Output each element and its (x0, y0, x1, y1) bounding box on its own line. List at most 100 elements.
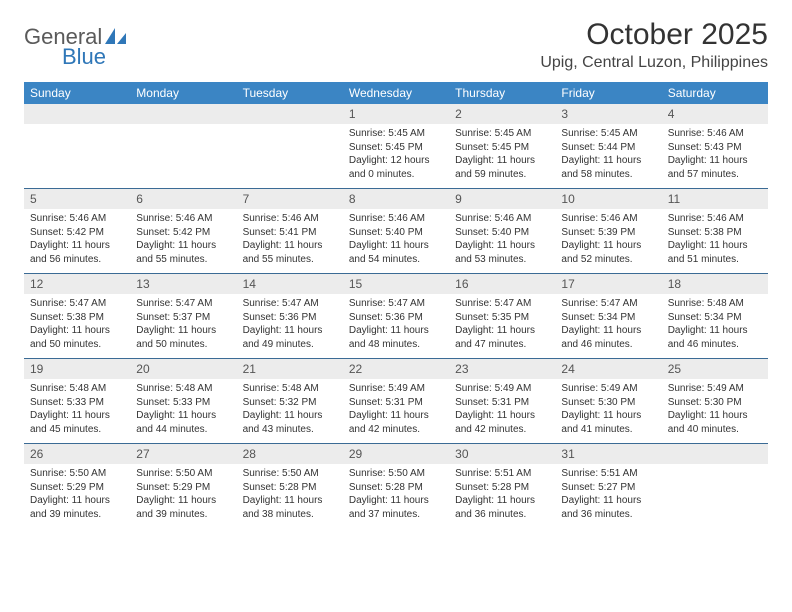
sunrise-line: Sunrise: 5:46 AM (136, 212, 230, 226)
day-details: Sunrise: 5:50 AMSunset: 5:29 PMDaylight:… (24, 464, 130, 525)
day-cell: 2Sunrise: 5:45 AMSunset: 5:45 PMDaylight… (449, 104, 555, 188)
day-number: 21 (237, 359, 343, 379)
week-row: 1Sunrise: 5:45 AMSunset: 5:45 PMDaylight… (24, 104, 768, 188)
daylight-line: Daylight: 11 hours and 36 minutes. (561, 494, 655, 521)
day-number: 17 (555, 274, 661, 294)
daylight-line: Daylight: 11 hours and 55 minutes. (243, 239, 337, 266)
day-details: Sunrise: 5:50 AMSunset: 5:28 PMDaylight:… (237, 464, 343, 525)
sunrise-line: Sunrise: 5:46 AM (30, 212, 124, 226)
day-number: 30 (449, 444, 555, 464)
sunrise-line: Sunrise: 5:50 AM (136, 467, 230, 481)
day-cell: 15Sunrise: 5:47 AMSunset: 5:36 PMDayligh… (343, 274, 449, 358)
day-details: Sunrise: 5:47 AMSunset: 5:38 PMDaylight:… (24, 294, 130, 355)
sunrise-line: Sunrise: 5:51 AM (455, 467, 549, 481)
daylight-line: Daylight: 11 hours and 59 minutes. (455, 154, 549, 181)
sunset-line: Sunset: 5:43 PM (668, 141, 762, 155)
day-details: Sunrise: 5:46 AMSunset: 5:38 PMDaylight:… (662, 209, 768, 270)
day-cell: 23Sunrise: 5:49 AMSunset: 5:31 PMDayligh… (449, 359, 555, 443)
daylight-line: Daylight: 12 hours and 0 minutes. (349, 154, 443, 181)
day-number: 23 (449, 359, 555, 379)
week-row: 12Sunrise: 5:47 AMSunset: 5:38 PMDayligh… (24, 273, 768, 358)
daylight-line: Daylight: 11 hours and 51 minutes. (668, 239, 762, 266)
sunset-line: Sunset: 5:37 PM (136, 311, 230, 325)
day-details: Sunrise: 5:48 AMSunset: 5:32 PMDaylight:… (237, 379, 343, 440)
day-details: Sunrise: 5:46 AMSunset: 5:39 PMDaylight:… (555, 209, 661, 270)
sunset-line: Sunset: 5:36 PM (243, 311, 337, 325)
sunset-line: Sunset: 5:39 PM (561, 226, 655, 240)
sunset-line: Sunset: 5:41 PM (243, 226, 337, 240)
day-number: 6 (130, 189, 236, 209)
daylight-line: Daylight: 11 hours and 42 minutes. (349, 409, 443, 436)
daylight-line: Daylight: 11 hours and 46 minutes. (668, 324, 762, 351)
day-cell: 24Sunrise: 5:49 AMSunset: 5:30 PMDayligh… (555, 359, 661, 443)
sunset-line: Sunset: 5:32 PM (243, 396, 337, 410)
day-cell: 31Sunrise: 5:51 AMSunset: 5:27 PMDayligh… (555, 444, 661, 528)
day-number (130, 104, 236, 124)
day-number: 15 (343, 274, 449, 294)
empty-cell (237, 104, 343, 188)
daylight-line: Daylight: 11 hours and 39 minutes. (30, 494, 124, 521)
day-details: Sunrise: 5:50 AMSunset: 5:28 PMDaylight:… (343, 464, 449, 525)
day-cell: 14Sunrise: 5:47 AMSunset: 5:36 PMDayligh… (237, 274, 343, 358)
sunrise-line: Sunrise: 5:46 AM (455, 212, 549, 226)
day-number (24, 104, 130, 124)
sunset-line: Sunset: 5:30 PM (668, 396, 762, 410)
sunrise-line: Sunrise: 5:48 AM (136, 382, 230, 396)
day-cell: 18Sunrise: 5:48 AMSunset: 5:34 PMDayligh… (662, 274, 768, 358)
day-details: Sunrise: 5:48 AMSunset: 5:34 PMDaylight:… (662, 294, 768, 355)
day-details (237, 124, 343, 131)
day-number: 5 (24, 189, 130, 209)
day-details: Sunrise: 5:49 AMSunset: 5:30 PMDaylight:… (662, 379, 768, 440)
sunrise-line: Sunrise: 5:48 AM (30, 382, 124, 396)
day-number: 22 (343, 359, 449, 379)
day-cell: 26Sunrise: 5:50 AMSunset: 5:29 PMDayligh… (24, 444, 130, 528)
day-number: 2 (449, 104, 555, 124)
sunset-line: Sunset: 5:38 PM (30, 311, 124, 325)
daylight-line: Daylight: 11 hours and 54 minutes. (349, 239, 443, 266)
sunrise-line: Sunrise: 5:46 AM (668, 127, 762, 141)
day-cell: 11Sunrise: 5:46 AMSunset: 5:38 PMDayligh… (662, 189, 768, 273)
sunrise-line: Sunrise: 5:49 AM (668, 382, 762, 396)
empty-cell (24, 104, 130, 188)
sunrise-line: Sunrise: 5:45 AM (455, 127, 549, 141)
daylight-line: Daylight: 11 hours and 56 minutes. (30, 239, 124, 266)
day-cell: 29Sunrise: 5:50 AMSunset: 5:28 PMDayligh… (343, 444, 449, 528)
weekday-header: Thursday (449, 82, 555, 104)
day-cell: 1Sunrise: 5:45 AMSunset: 5:45 PMDaylight… (343, 104, 449, 188)
sunrise-line: Sunrise: 5:47 AM (136, 297, 230, 311)
day-cell: 4Sunrise: 5:46 AMSunset: 5:43 PMDaylight… (662, 104, 768, 188)
day-details: Sunrise: 5:48 AMSunset: 5:33 PMDaylight:… (130, 379, 236, 440)
day-details: Sunrise: 5:51 AMSunset: 5:28 PMDaylight:… (449, 464, 555, 525)
day-number: 11 (662, 189, 768, 209)
day-cell: 5Sunrise: 5:46 AMSunset: 5:42 PMDaylight… (24, 189, 130, 273)
month-title: October 2025 (540, 18, 768, 52)
daylight-line: Daylight: 11 hours and 52 minutes. (561, 239, 655, 266)
day-details: Sunrise: 5:46 AMSunset: 5:42 PMDaylight:… (24, 209, 130, 270)
day-details: Sunrise: 5:45 AMSunset: 5:45 PMDaylight:… (343, 124, 449, 185)
logo: GeneralBlue (24, 18, 128, 70)
day-number: 10 (555, 189, 661, 209)
day-details: Sunrise: 5:46 AMSunset: 5:41 PMDaylight:… (237, 209, 343, 270)
day-number: 25 (662, 359, 768, 379)
sunset-line: Sunset: 5:42 PM (136, 226, 230, 240)
sunrise-line: Sunrise: 5:47 AM (455, 297, 549, 311)
weekday-header: Tuesday (237, 82, 343, 104)
day-cell: 28Sunrise: 5:50 AMSunset: 5:28 PMDayligh… (237, 444, 343, 528)
weekday-header: Wednesday (343, 82, 449, 104)
day-number: 18 (662, 274, 768, 294)
day-number: 31 (555, 444, 661, 464)
title-block: October 2025 Upig, Central Luzon, Philip… (540, 18, 768, 72)
sunrise-line: Sunrise: 5:45 AM (349, 127, 443, 141)
sunset-line: Sunset: 5:31 PM (349, 396, 443, 410)
day-details: Sunrise: 5:45 AMSunset: 5:45 PMDaylight:… (449, 124, 555, 185)
sunset-line: Sunset: 5:29 PM (136, 481, 230, 495)
daylight-line: Daylight: 11 hours and 41 minutes. (561, 409, 655, 436)
week-row: 26Sunrise: 5:50 AMSunset: 5:29 PMDayligh… (24, 443, 768, 528)
daylight-line: Daylight: 11 hours and 40 minutes. (668, 409, 762, 436)
daylight-line: Daylight: 11 hours and 44 minutes. (136, 409, 230, 436)
calendar-page: GeneralBlue October 2025 Upig, Central L… (0, 0, 792, 528)
sunset-line: Sunset: 5:45 PM (349, 141, 443, 155)
daylight-line: Daylight: 11 hours and 46 minutes. (561, 324, 655, 351)
day-cell: 22Sunrise: 5:49 AMSunset: 5:31 PMDayligh… (343, 359, 449, 443)
sunset-line: Sunset: 5:28 PM (455, 481, 549, 495)
